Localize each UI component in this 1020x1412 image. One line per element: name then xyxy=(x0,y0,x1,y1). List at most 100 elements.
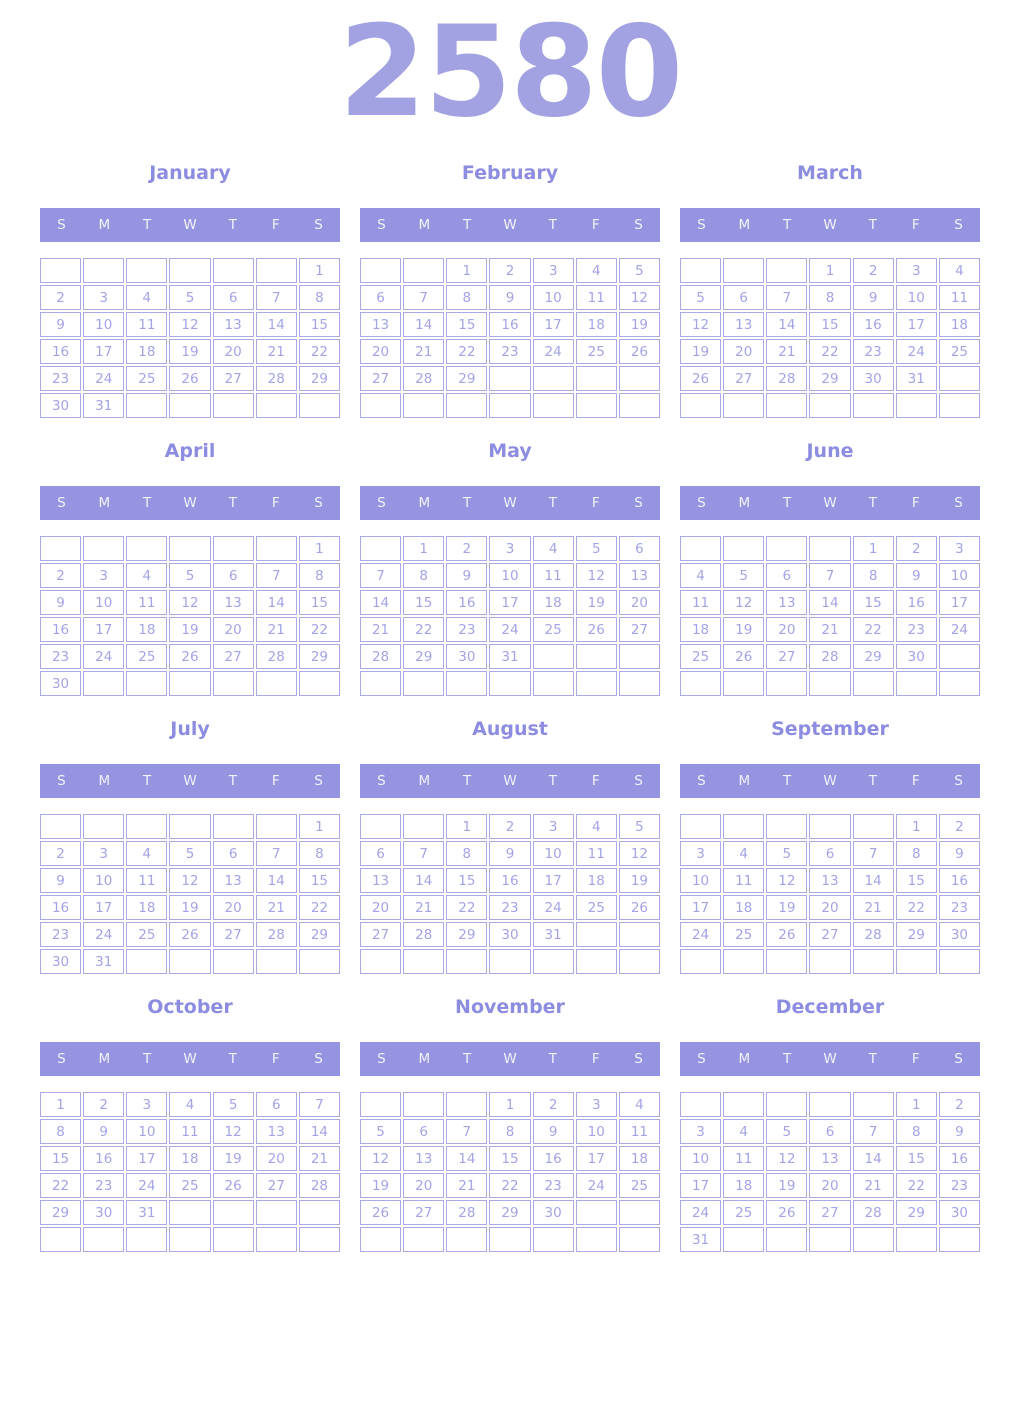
day-cell: 3 xyxy=(680,1119,722,1144)
day-cell: 18 xyxy=(575,312,617,337)
month-day-grid: 1 2 3 4 5 6 7 8 9 10 11 12 13 14 15 16 17 18 19 20 21 22 23 24 2… xyxy=(678,812,982,976)
empty-day-cell xyxy=(360,814,402,839)
month-day-grid: 1 2 3 4 5 6 7 8 9 10 11 12 13 14 15 16 17 18 19 20 21 22 23 24 2… xyxy=(358,1090,662,1254)
month-title: May xyxy=(488,440,532,462)
calendar-grid: January S M T W T F S 1 2 3 4 5 6 7 8 9 10 11 12 13 14 15 16 17 1… xyxy=(0,132,1020,1260)
week-row: 19 20 21 22 23 24 25 xyxy=(680,339,980,364)
day-cell: 28 xyxy=(255,644,297,669)
empty-day-cell xyxy=(680,536,722,561)
day-cell: 17 xyxy=(575,1146,617,1171)
weekday-label: S xyxy=(377,495,386,511)
empty-day-cell xyxy=(212,949,254,974)
empty-day-cell xyxy=(575,644,617,669)
day-cell: 13 xyxy=(255,1119,297,1144)
month-title: July xyxy=(170,718,210,740)
day-cell: 26 xyxy=(618,895,660,920)
weekday-label: W xyxy=(823,217,837,233)
day-cell: 8 xyxy=(489,1119,531,1144)
day-cell: 15 xyxy=(298,590,340,615)
week-row: 15 16 17 18 19 20 21 xyxy=(40,1146,340,1171)
empty-day-cell xyxy=(938,644,980,669)
day-cell: 25 xyxy=(723,922,765,947)
day-cell: 2 xyxy=(40,285,82,310)
weekday-label: S xyxy=(954,495,963,511)
day-cell: 10 xyxy=(83,312,125,337)
day-cell: 2 xyxy=(532,1092,574,1117)
empty-day-cell xyxy=(126,671,168,696)
day-cell: 9 xyxy=(852,285,894,310)
day-cell: 17 xyxy=(83,895,125,920)
day-cell: 30 xyxy=(446,644,488,669)
day-cell: 13 xyxy=(809,868,851,893)
day-cell: 3 xyxy=(83,285,125,310)
empty-day-cell xyxy=(938,393,980,418)
day-cell: 13 xyxy=(403,1146,445,1171)
day-cell: 2 xyxy=(40,841,82,866)
weekday-label: S xyxy=(954,1051,963,1067)
empty-day-cell xyxy=(938,671,980,696)
weekday-label: S xyxy=(697,495,706,511)
empty-day-cell xyxy=(575,1227,617,1252)
day-cell: 15 xyxy=(298,312,340,337)
day-cell: 9 xyxy=(446,563,488,588)
empty-day-cell xyxy=(618,393,660,418)
month-april: April S M T W T F S 1 2 3 4 5 6 7 8 9 10 11 12 13 14 15 16 17 18 1… xyxy=(40,438,340,704)
weekday-label: T xyxy=(143,217,152,233)
month-title: June xyxy=(806,440,854,462)
day-cell: 2 xyxy=(489,258,531,283)
weekday-label: S xyxy=(634,495,643,511)
day-cell: 7 xyxy=(852,1119,894,1144)
empty-day-cell xyxy=(852,393,894,418)
weekday-label: S xyxy=(954,773,963,789)
weekday-label: W xyxy=(823,773,837,789)
month-august: August S M T W T F S 1 2 3 4 5 6 7 8 9 10 11 12 13 14 15 16 17 18… xyxy=(360,716,660,982)
day-cell: 14 xyxy=(360,590,402,615)
empty-day-cell xyxy=(895,1227,937,1252)
day-cell: 27 xyxy=(360,366,402,391)
day-cell: 23 xyxy=(895,617,937,642)
day-cell: 30 xyxy=(40,949,82,974)
day-cell: 7 xyxy=(766,285,808,310)
day-cell: 12 xyxy=(575,563,617,588)
day-cell: 9 xyxy=(40,590,82,615)
empty-day-cell xyxy=(532,949,574,974)
empty-day-cell xyxy=(360,1092,402,1117)
day-cell: 25 xyxy=(169,1173,211,1198)
empty-day-cell xyxy=(575,949,617,974)
day-cell: 1 xyxy=(895,1092,937,1117)
day-cell: 21 xyxy=(298,1146,340,1171)
week-row: 1 xyxy=(40,258,340,283)
week-row: 7 8 9 10 11 12 13 xyxy=(360,563,660,588)
day-cell: 18 xyxy=(532,590,574,615)
day-cell: 22 xyxy=(852,617,894,642)
weekday-label: W xyxy=(503,1051,517,1067)
week-row: 23 24 25 26 27 28 29 xyxy=(40,922,340,947)
weekday-label: M xyxy=(418,217,431,233)
day-cell: 16 xyxy=(852,312,894,337)
day-cell: 19 xyxy=(766,1173,808,1198)
day-cell: 6 xyxy=(212,285,254,310)
day-cell: 3 xyxy=(83,841,125,866)
day-cell: 23 xyxy=(40,922,82,947)
week-row: 31 xyxy=(680,1227,980,1252)
empty-day-cell xyxy=(403,1092,445,1117)
day-cell: 11 xyxy=(723,868,765,893)
day-cell: 10 xyxy=(126,1119,168,1144)
day-cell: 23 xyxy=(446,617,488,642)
empty-day-cell xyxy=(255,949,297,974)
day-cell: 19 xyxy=(169,339,211,364)
month-day-grid: 1 2 3 4 5 6 7 8 9 10 11 12 13 14 15 16 17 18 19 20 21 22 23 24 2… xyxy=(38,1090,342,1254)
day-cell: 28 xyxy=(255,922,297,947)
empty-day-cell xyxy=(40,814,82,839)
empty-day-cell xyxy=(532,366,574,391)
weekday-label: T xyxy=(868,773,877,789)
day-cell: 16 xyxy=(489,868,531,893)
empty-day-cell xyxy=(212,814,254,839)
day-cell: 11 xyxy=(575,841,617,866)
day-cell: 21 xyxy=(766,339,808,364)
empty-day-cell xyxy=(403,949,445,974)
day-cell: 28 xyxy=(852,1200,894,1225)
